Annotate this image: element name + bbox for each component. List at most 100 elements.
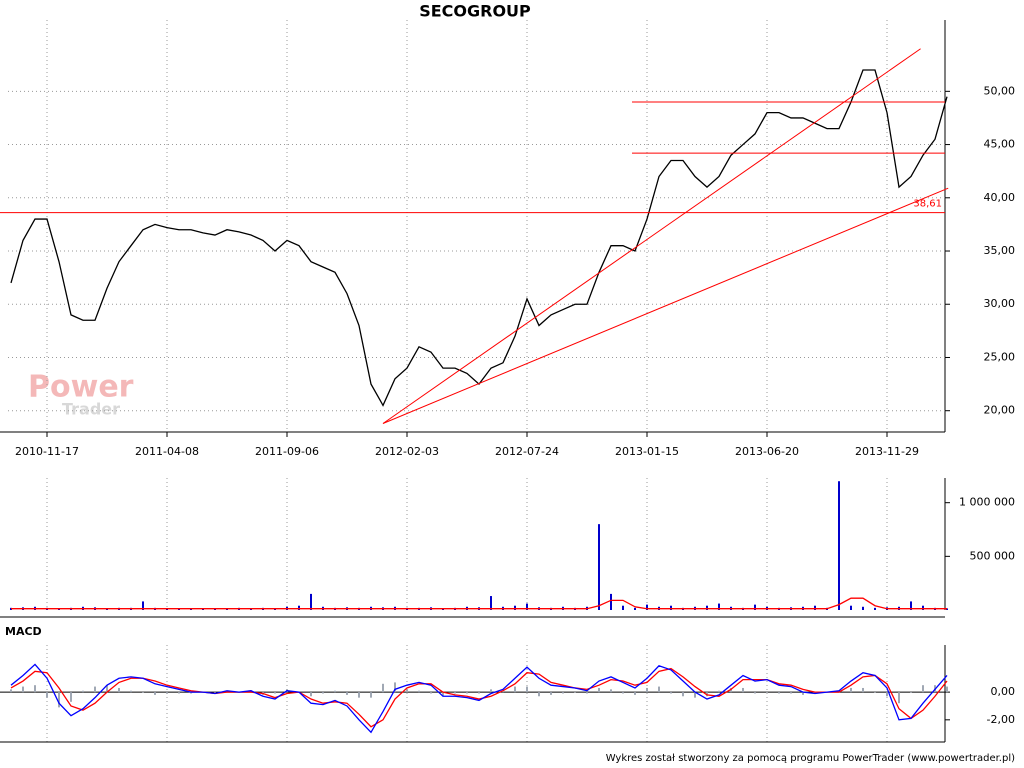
bar [922,605,924,610]
bar [586,692,588,694]
trend-line [382,187,949,424]
y-tick-label: 40,00 [984,191,1016,204]
y-tick-label: 45,00 [984,138,1016,151]
bar [526,603,528,610]
y-tick-label: 20,00 [984,404,1016,417]
bar [490,596,492,610]
bar [142,601,144,610]
bar [190,608,192,610]
bar [922,685,924,693]
bar [562,692,564,694]
bar [394,682,396,693]
bar [94,686,96,693]
bar [490,689,492,693]
bar [58,692,60,708]
bar [346,692,348,695]
trend-line [382,48,921,424]
bar [850,687,852,693]
bar [670,692,672,694]
bar [466,692,468,694]
bar [622,692,624,694]
bar [874,607,876,610]
y-tick-label: 25,00 [984,350,1016,363]
bar [862,606,864,610]
bar [814,692,816,694]
bar [610,593,612,610]
bar [610,689,612,693]
bar [514,605,516,610]
bar [766,692,768,693]
x-tick-label: 2013-01-15 [615,445,679,458]
bar [838,481,840,610]
series-line [10,69,948,407]
bar [118,687,120,693]
bar [274,692,276,694]
bar [550,692,552,695]
bar [10,689,12,693]
bar [442,692,444,697]
bar [886,692,888,697]
bar [46,692,48,698]
bar [214,692,216,693]
bar [754,692,756,694]
y-tick-label: 1 000 000 [959,496,1015,509]
bar [298,605,300,610]
bar [706,605,708,610]
bar [646,604,648,610]
bar [574,692,576,693]
bar [166,692,168,694]
bar [694,692,696,698]
bar [598,524,600,610]
bar [802,692,804,695]
bar [946,686,948,693]
bar [718,690,720,693]
x-tick-label: 2010-11-17 [15,445,79,458]
bar [430,692,432,694]
bar [670,605,672,610]
bar [538,692,540,697]
x-tick-label: 2011-09-06 [255,445,319,458]
bar [718,603,720,610]
bar [310,692,312,697]
chart-title: SECOGROUP [419,2,531,21]
bar [334,690,336,693]
x-tick-label: 2011-04-08 [135,445,199,458]
y-tick-label: 35,00 [984,244,1016,257]
y-tick-label: 500 000 [970,549,1016,562]
bar [190,692,192,694]
bar [862,687,864,693]
bar [526,686,528,693]
bar [310,593,312,610]
x-tick-label: 2013-06-20 [735,445,799,458]
y-tick-label: -2,00 [987,713,1015,726]
support-label: 38,61 [913,199,942,210]
bar [454,692,456,694]
bar [106,685,108,693]
watermark: Trader [62,400,120,419]
series-line [11,597,947,610]
bar [514,686,516,693]
bar [622,605,624,610]
bar [82,690,84,693]
x-tick-label: 2013-11-29 [855,445,919,458]
bar [406,689,408,693]
bar [898,692,900,704]
bar [226,690,228,693]
macd-title: MACD [5,625,42,638]
bar [130,690,132,693]
bar [142,692,144,693]
bar [646,687,648,693]
y-tick-label: 30,00 [984,297,1016,310]
bar [742,687,744,693]
bar [754,604,756,610]
series-line [10,663,948,734]
bar [22,686,24,693]
bar [382,683,384,693]
bar [370,692,372,698]
bar [874,692,876,693]
bar [658,686,660,693]
bar [814,605,816,610]
bar [850,605,852,610]
bar [358,692,360,698]
